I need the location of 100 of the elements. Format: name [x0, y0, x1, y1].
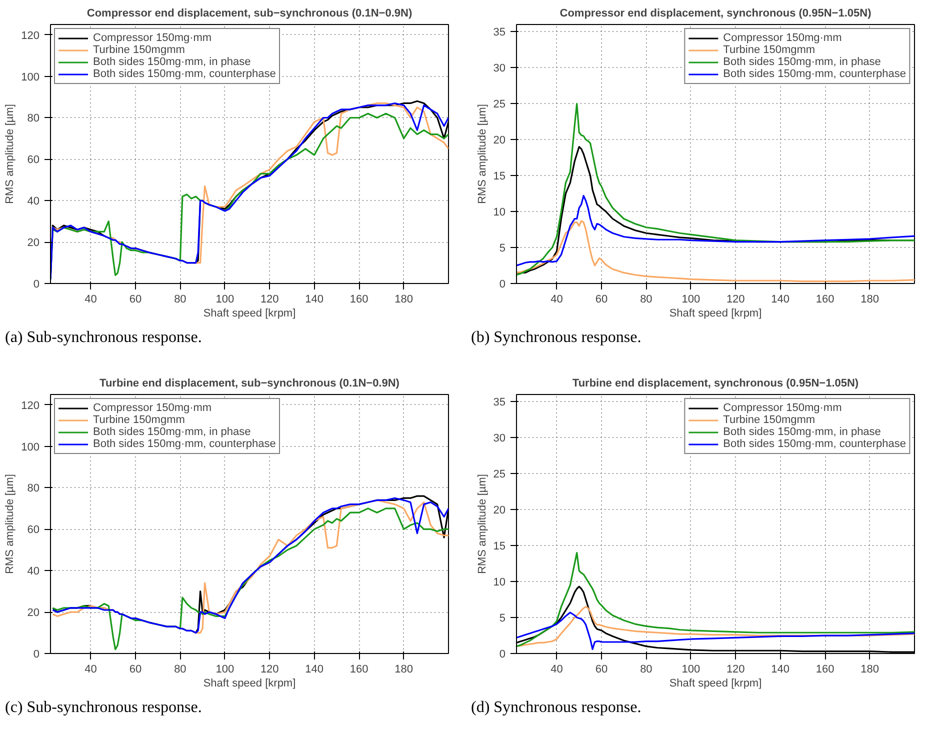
text: (d) Synchronous response.: [471, 699, 642, 716]
y-tick-label: 5: [499, 242, 506, 255]
y-tick-label: 100: [21, 71, 40, 84]
line-series: [516, 552, 914, 648]
legend-label: Compressor 150mg·mm: [93, 402, 212, 414]
text: (b) Synchronous response.: [471, 329, 642, 346]
y-tick-label: 0: [499, 648, 506, 660]
line-series: [516, 194, 914, 266]
x-tick-label: 120: [260, 294, 279, 306]
x-tick-label: 160: [350, 664, 368, 676]
x-tick-label: 140: [771, 664, 790, 676]
legend-label: Both sides 150mg·mm, counterphase: [93, 438, 276, 450]
y-tick-label: 60: [27, 154, 40, 166]
y-axis-title: RMS amplitude [µm]: [4, 474, 16, 574]
chart-title: Turbine end displacement, synchronous (0.95N−1.05N): [572, 378, 859, 390]
x-tick-label: 160: [350, 294, 368, 306]
y-tick-label: 30: [493, 62, 506, 75]
y-tick-label: 30: [493, 432, 506, 445]
x-tick-label: 80: [174, 664, 186, 676]
x-tick-label: 140: [305, 294, 324, 306]
x-tick-label: 180: [394, 664, 413, 676]
x-tick-label: 100: [216, 664, 234, 676]
x-tick-label: 40: [550, 664, 563, 676]
legend-label: Compressor 150mg·mm: [723, 32, 842, 44]
line-series: [516, 220, 914, 282]
x-tick-label: 180: [860, 294, 879, 306]
y-tick-label: 15: [493, 170, 506, 183]
y-tick-label: 0: [33, 278, 40, 290]
x-tick-label: 100: [682, 294, 700, 306]
y-tick-label: 25: [493, 468, 506, 481]
x-tick-label: 180: [394, 294, 413, 306]
x-tick-label: 100: [682, 664, 700, 676]
y-tick-label: 35: [493, 26, 506, 39]
x-tick-label: 160: [816, 294, 834, 306]
legend-label: Both sides 150mg·mm, counterphase: [723, 68, 906, 80]
chart-title: Compressor end displacement, sub−synchronous (0.1N−0.9N): [86, 8, 412, 20]
y-tick-label: 5: [499, 612, 506, 625]
y-tick-label: 20: [27, 237, 40, 250]
legend-label: Turbine 150mgmm: [723, 44, 816, 56]
legend-label: Compressor 150mg·mm: [93, 32, 212, 44]
y-tick-label: 100: [21, 441, 40, 454]
legend-label: Both sides 150mg·mm, in phase: [93, 426, 251, 438]
legend-label: Turbine 150mgmm: [93, 44, 185, 56]
y-tick-label: 80: [27, 112, 40, 125]
legend-label: Both sides 150mg·mm, counterphase: [723, 438, 906, 450]
x-tick-label: 120: [260, 664, 279, 676]
y-tick-label: 25: [493, 98, 506, 111]
x-axis-title: Shaft speed [krpm]: [669, 678, 762, 690]
y-axis-title: RMS amplitude [µm]: [476, 104, 488, 204]
x-tick-label: 60: [129, 294, 142, 306]
legend-label: Both sides 150mg·mm, in phase: [723, 426, 881, 438]
x-tick-label: 140: [771, 294, 790, 306]
y-tick-label: 0: [33, 648, 40, 660]
line-series: [516, 612, 914, 650]
x-axis-title: Shaft speed [krpm]: [669, 308, 762, 320]
y-axis-title: RMS amplitude [µm]: [4, 104, 16, 204]
x-tick-label: 80: [174, 294, 186, 306]
text: (c) Sub-synchronous response.: [5, 699, 202, 716]
y-tick-label: 120: [21, 400, 40, 412]
y-tick-label: 10: [493, 576, 506, 589]
y-tick-label: 120: [21, 30, 40, 42]
y-tick-label: 60: [27, 524, 40, 536]
chart-title: Turbine end displacement, sub−synchronous (0.1N−0.9N): [100, 378, 400, 390]
x-tick-label: 100: [216, 294, 234, 306]
y-tick-label: 20: [493, 134, 506, 147]
y-axis-title: RMS amplitude [µm]: [476, 474, 488, 574]
y-tick-label: 40: [27, 196, 40, 208]
legend-label: Both sides 150mg·mm, counterphase: [93, 68, 276, 80]
chart-title: Compressor end displacement, synchronous (0.95N−1.05N): [560, 8, 872, 20]
y-tick-label: 20: [493, 504, 506, 517]
x-tick-label: 80: [640, 664, 652, 676]
y-tick-label: 40: [27, 566, 40, 578]
legend-label: Both sides 150mg·mm, in phase: [93, 56, 251, 68]
x-tick-label: 120: [726, 664, 745, 676]
legend-label: Both sides 150mg·mm, in phase: [723, 56, 881, 68]
y-tick-label: 80: [27, 482, 40, 495]
x-tick-label: 180: [860, 664, 879, 676]
x-tick-label: 60: [595, 664, 608, 676]
y-tick-label: 0: [499, 278, 506, 290]
x-tick-label: 60: [595, 294, 608, 306]
text: (a) Sub-synchronous response.: [5, 329, 202, 346]
y-tick-label: 35: [493, 396, 506, 409]
x-tick-label: 40: [84, 664, 97, 676]
x-tick-label: 140: [305, 664, 324, 676]
x-tick-label: 80: [640, 294, 652, 306]
legend-label: Turbine 150mgmm: [93, 414, 185, 426]
y-tick-label: 15: [493, 540, 506, 553]
x-tick-label: 160: [816, 664, 834, 676]
legend-label: Turbine 150mgmm: [723, 414, 816, 426]
y-tick-label: 10: [493, 206, 506, 219]
x-tick-label: 40: [84, 294, 97, 306]
x-tick-label: 40: [550, 294, 563, 306]
line-series: [516, 102, 914, 276]
x-tick-label: 60: [129, 664, 142, 676]
legend-label: Compressor 150mg·mm: [723, 402, 842, 414]
x-axis-title: Shaft speed [krpm]: [203, 308, 296, 320]
x-tick-label: 120: [726, 294, 745, 306]
y-tick-label: 20: [27, 607, 40, 620]
x-axis-title: Shaft speed [krpm]: [203, 678, 296, 690]
line-series: [516, 606, 914, 648]
